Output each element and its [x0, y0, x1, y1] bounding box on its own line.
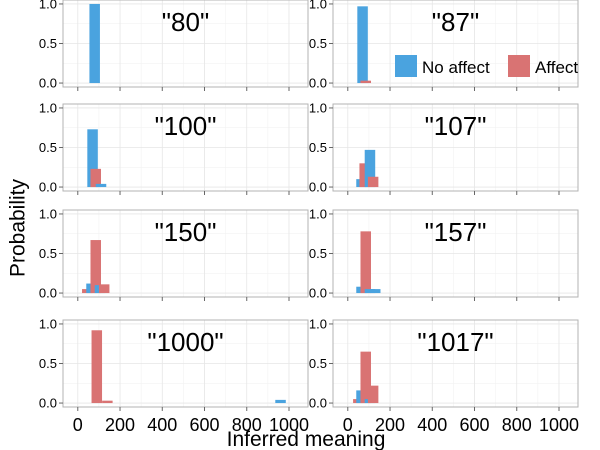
histogram-bar — [360, 231, 371, 294]
legend: No affect Affect — [395, 55, 578, 77]
y-tick-label: 0.0 — [309, 180, 327, 195]
y-tick-label: 1.0 — [309, 100, 327, 115]
facet-panels: "80" 0.0 0.5 1.0 "87" 0.0 0.5 1.0 "100" 0.0 0.5 1.0… — [39, 0, 579, 435]
histogram-bar — [364, 149, 376, 188]
histogram-bar — [359, 163, 370, 188]
y-tick-label: 0.0 — [39, 76, 57, 91]
legend-label: Affect — [535, 58, 578, 77]
y-tick-label: 0.5 — [39, 246, 57, 261]
x-tick-label: 200 — [375, 415, 405, 435]
y-tick-label: 0.0 — [39, 286, 57, 301]
y-tick-label: 1.0 — [39, 316, 57, 331]
histogram-bar — [364, 289, 376, 294]
histogram-bar — [357, 6, 368, 84]
histogram-bar — [91, 330, 103, 404]
x-axis-label: Inferred meaning — [227, 428, 386, 450]
facet-panel: "1000" 0.0 0.5 1.0 0 200 400 600 800 1000 — [39, 316, 309, 435]
y-tick-label: 1.0 — [39, 0, 57, 11]
histogram-bar — [89, 3, 100, 84]
y-tick-label: 0.5 — [39, 36, 57, 51]
histogram-bar — [102, 400, 113, 404]
y-tick-label: 0.5 — [309, 36, 327, 51]
x-tick-label: 1000 — [269, 415, 309, 435]
y-axis-label: Probability — [7, 178, 30, 277]
facet-panel: "1017" 0.0 0.5 1.0 0 200 400 600 800 1000 — [309, 316, 579, 435]
y-tick-label: 1.0 — [39, 100, 57, 115]
legend-swatch — [395, 55, 417, 77]
y-tick-label: 1.0 — [309, 206, 327, 221]
panel-title: "150" — [155, 217, 217, 247]
x-tick-label: 200 — [105, 415, 135, 435]
panel-title: "107" — [425, 111, 487, 141]
x-tick-label: 600 — [189, 415, 219, 435]
x-tick-label: 800 — [502, 415, 532, 435]
histogram-bar — [90, 240, 101, 294]
x-tick-label: 400 — [147, 415, 177, 435]
panel-title: "100" — [155, 111, 217, 141]
histogram-bar — [360, 351, 371, 404]
x-tick-label: 400 — [417, 415, 447, 435]
y-tick-label: 1.0 — [39, 206, 57, 221]
facet-panel: "100" 0.0 0.5 1.0 — [39, 100, 309, 195]
y-tick-label: 0.5 — [39, 140, 57, 155]
x-tick-label: 600 — [459, 415, 489, 435]
histogram-bar — [360, 80, 371, 84]
y-tick-label: 0.0 — [309, 76, 327, 91]
histogram-bar — [367, 176, 379, 188]
y-tick-label: 1.0 — [309, 0, 327, 11]
y-tick-label: 0.5 — [39, 356, 57, 371]
y-tick-label: 0.5 — [309, 246, 327, 261]
legend-swatch — [508, 55, 530, 77]
histogram-bar — [90, 168, 101, 188]
facet-panel: "107" 0.0 0.5 1.0 — [309, 100, 579, 195]
histogram-bar — [95, 183, 107, 188]
facet-panel: "150" 0.0 0.5 1.0 — [39, 206, 309, 301]
x-tick-label: 0 — [73, 415, 83, 435]
facet-panel: "157" 0.0 0.5 1.0 — [309, 206, 579, 301]
facet-panel: "80" 0.0 0.5 1.0 — [39, 0, 309, 91]
histogram-bar — [275, 399, 286, 404]
panel-title: "157" — [425, 217, 487, 247]
y-tick-label: 0.0 — [39, 180, 57, 195]
histogram-bar — [369, 289, 381, 294]
panel-title: "80" — [162, 7, 209, 37]
y-tick-label: 0.5 — [309, 140, 327, 155]
panel-title: "87" — [432, 7, 479, 37]
x-tick-label: 0 — [343, 415, 353, 435]
y-tick-label: 0.0 — [309, 286, 327, 301]
histogram-bar — [98, 284, 110, 294]
x-tick-label: 1000 — [539, 415, 579, 435]
legend-label: No affect — [422, 58, 490, 77]
facet-panel: "87" 0.0 0.5 1.0 — [309, 0, 579, 91]
panel-title: "1017" — [417, 327, 493, 357]
y-tick-label: 0.0 — [309, 396, 327, 411]
x-tick-label: 800 — [232, 415, 262, 435]
y-tick-label: 1.0 — [309, 316, 327, 331]
y-tick-label: 0.5 — [309, 356, 327, 371]
histogram-bar — [87, 129, 98, 188]
histogram-bar — [367, 385, 379, 404]
panel-title: "1000" — [147, 327, 223, 357]
y-tick-label: 0.0 — [39, 396, 57, 411]
